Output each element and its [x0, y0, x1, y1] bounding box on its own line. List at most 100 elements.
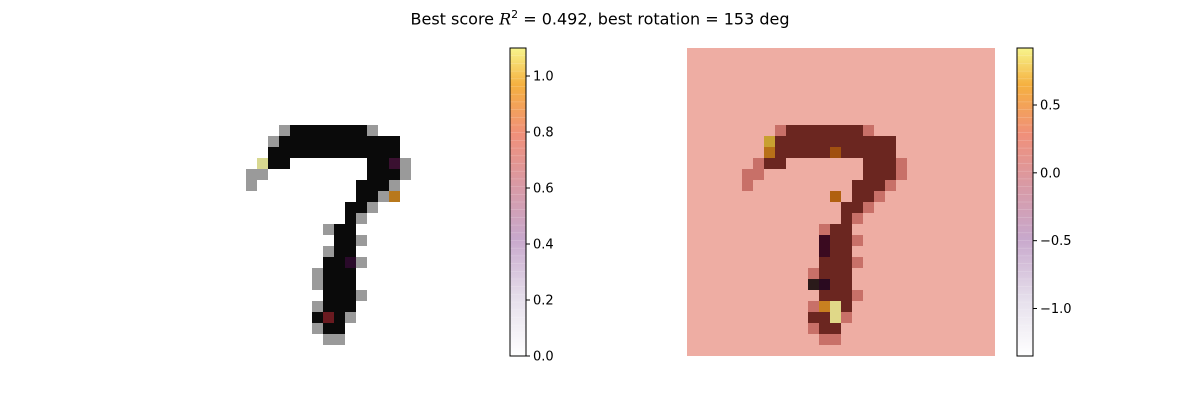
left-pixel-grey: [246, 180, 257, 191]
colorbar-tick-label: 0.2: [533, 294, 554, 309]
right-pixel: [841, 147, 852, 158]
left-pixel: [279, 147, 290, 158]
right-pixel: [808, 312, 819, 323]
right-pixel-faint: [753, 169, 764, 180]
left-pixel: [323, 136, 334, 147]
right-pixel: [863, 158, 874, 169]
right-pixel: [863, 169, 874, 180]
right-pixel: [852, 136, 863, 147]
left-pixel-accent: [323, 312, 334, 323]
right-pixel-accent: [830, 191, 841, 202]
right-pixel: [885, 147, 896, 158]
left-pixel: [378, 158, 389, 169]
colorbar-tick-label: 0.6: [533, 182, 554, 197]
right-pixel: [852, 125, 863, 136]
left-pixel: [334, 323, 345, 334]
left-pixel: [279, 136, 290, 147]
left-pixel: [367, 147, 378, 158]
right-pixel-accent: [819, 301, 830, 312]
right-pixel: [819, 136, 830, 147]
right-pixel-faint: [852, 235, 863, 246]
colorbar-gradient: [1017, 48, 1033, 356]
left-pixel: [323, 290, 334, 301]
right-pixel: [797, 136, 808, 147]
left-pixel: [290, 147, 301, 158]
right-pixel: [852, 191, 863, 202]
right-pixel: [830, 290, 841, 301]
left-pixel: [334, 246, 345, 257]
left-pixel: [367, 136, 378, 147]
right-pixel-faint: [819, 334, 830, 345]
right-pixel-accent: [764, 136, 775, 147]
right-pixel-faint: [863, 125, 874, 136]
left-pixel-grey: [400, 158, 411, 169]
right-pixel-faint: [852, 213, 863, 224]
left-pixel-accent: [257, 158, 268, 169]
left-pixel: [345, 125, 356, 136]
right-pixel-faint: [830, 334, 841, 345]
right-pixel: [841, 202, 852, 213]
right-pixel-faint: [885, 180, 896, 191]
right-pixel: [819, 290, 830, 301]
right-pixel-faint: [775, 125, 786, 136]
left-pixel: [345, 147, 356, 158]
right-pixel: [797, 147, 808, 158]
left-pixel: [356, 136, 367, 147]
title-r-symbol: R: [499, 9, 512, 29]
right-pixel-faint: [896, 158, 907, 169]
right-pixel-accent: [830, 147, 841, 158]
right-image-panel: [687, 48, 995, 356]
left-image-panel: [246, 125, 411, 345]
left-pixel-accent: [345, 257, 356, 268]
right-pixel: [830, 136, 841, 147]
left-pixel: [268, 147, 279, 158]
left-pixel: [389, 169, 400, 180]
left-pixel: [334, 136, 345, 147]
colorbar-frame: [1016, 47, 1034, 357]
left-pixel: [323, 301, 334, 312]
left-pixel-grey: [323, 224, 334, 235]
left-pixel: [356, 191, 367, 202]
right-pixel: [808, 125, 819, 136]
right-pixel: [863, 136, 874, 147]
figure-title: Best score R2 = 0.492, best rotation = 1…: [0, 8, 1200, 28]
left-pixel-grey: [400, 169, 411, 180]
left-pixel: [323, 279, 334, 290]
left-pixel: [356, 125, 367, 136]
right-pixel: [786, 125, 797, 136]
right-pixel-accent: [830, 312, 841, 323]
left-pixel: [356, 147, 367, 158]
left-colorbar: 0.0 0.2 0.4 0.6 0.8 1.0: [509, 47, 554, 365]
right-pixel-accent: [808, 279, 819, 290]
left-pixel: [312, 136, 323, 147]
right-pixel-faint: [808, 323, 819, 334]
right-pixel: [819, 312, 830, 323]
right-pixel-faint: [896, 169, 907, 180]
right-pixel: [874, 147, 885, 158]
left-pixel: [367, 180, 378, 191]
left-pixel: [334, 147, 345, 158]
right-pixel: [885, 136, 896, 147]
right-pixel: [775, 158, 786, 169]
right-pixel: [841, 224, 852, 235]
left-pixel: [367, 169, 378, 180]
right-pixel: [786, 147, 797, 158]
right-pixel: [841, 136, 852, 147]
left-pixel-grey: [367, 125, 378, 136]
right-pixel: [830, 224, 841, 235]
right-pixel: [841, 290, 852, 301]
left-pixel: [312, 125, 323, 136]
left-pixel-grey: [279, 125, 290, 136]
right-pixel: [885, 158, 896, 169]
right-pixel-faint: [753, 158, 764, 169]
title-suffix: = 0.492, best rotation = 153 deg: [518, 9, 790, 29]
left-pixel: [334, 224, 345, 235]
left-pixel-grey: [356, 257, 367, 268]
left-pixel: [356, 202, 367, 213]
colorbar-gradient: [510, 48, 526, 356]
left-pixel-grey: [268, 136, 279, 147]
left-pixel-grey: [345, 312, 356, 323]
right-pixel-accent: [819, 246, 830, 257]
left-pixel: [334, 290, 345, 301]
left-pixel-grey: [389, 180, 400, 191]
